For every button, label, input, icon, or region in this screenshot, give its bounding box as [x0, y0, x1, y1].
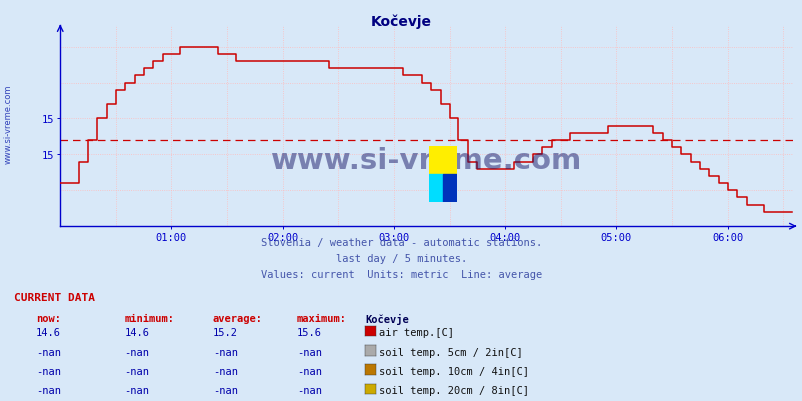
Text: Kočevje: Kočevje [365, 313, 408, 324]
Text: last day / 5 minutes.: last day / 5 minutes. [335, 253, 467, 263]
Text: -nan: -nan [36, 385, 61, 395]
Text: -nan: -nan [213, 385, 237, 395]
Text: soil temp. 10cm / 4in[C]: soil temp. 10cm / 4in[C] [379, 366, 529, 376]
Text: -nan: -nan [124, 366, 149, 376]
Text: -nan: -nan [124, 347, 149, 357]
Text: 14.6: 14.6 [36, 328, 61, 338]
Text: average:: average: [213, 313, 262, 323]
Text: -nan: -nan [124, 385, 149, 395]
Text: 15.2: 15.2 [213, 328, 237, 338]
Text: -nan: -nan [297, 366, 322, 376]
Text: www.si-vreme.com: www.si-vreme.com [3, 85, 13, 164]
Text: soil temp. 20cm / 8in[C]: soil temp. 20cm / 8in[C] [379, 385, 529, 395]
Text: 15.6: 15.6 [297, 328, 322, 338]
Text: maximum:: maximum: [297, 313, 346, 323]
Text: Kočevje: Kočevje [371, 14, 431, 28]
Text: -nan: -nan [297, 347, 322, 357]
Text: www.si-vreme.com: www.si-vreme.com [270, 146, 581, 174]
Text: soil temp. 5cm / 2in[C]: soil temp. 5cm / 2in[C] [379, 347, 522, 357]
Text: -nan: -nan [213, 366, 237, 376]
Text: -nan: -nan [297, 385, 322, 395]
Text: 14.6: 14.6 [124, 328, 149, 338]
Text: CURRENT DATA: CURRENT DATA [14, 293, 95, 303]
Text: -nan: -nan [36, 366, 61, 376]
Text: Values: current  Units: metric  Line: average: Values: current Units: metric Line: aver… [261, 269, 541, 279]
Text: now:: now: [36, 313, 61, 323]
Text: air temp.[C]: air temp.[C] [379, 328, 453, 338]
Text: Slovenia / weather data - automatic stations.: Slovenia / weather data - automatic stat… [261, 237, 541, 247]
Text: -nan: -nan [213, 347, 237, 357]
Text: minimum:: minimum: [124, 313, 174, 323]
Text: -nan: -nan [36, 347, 61, 357]
